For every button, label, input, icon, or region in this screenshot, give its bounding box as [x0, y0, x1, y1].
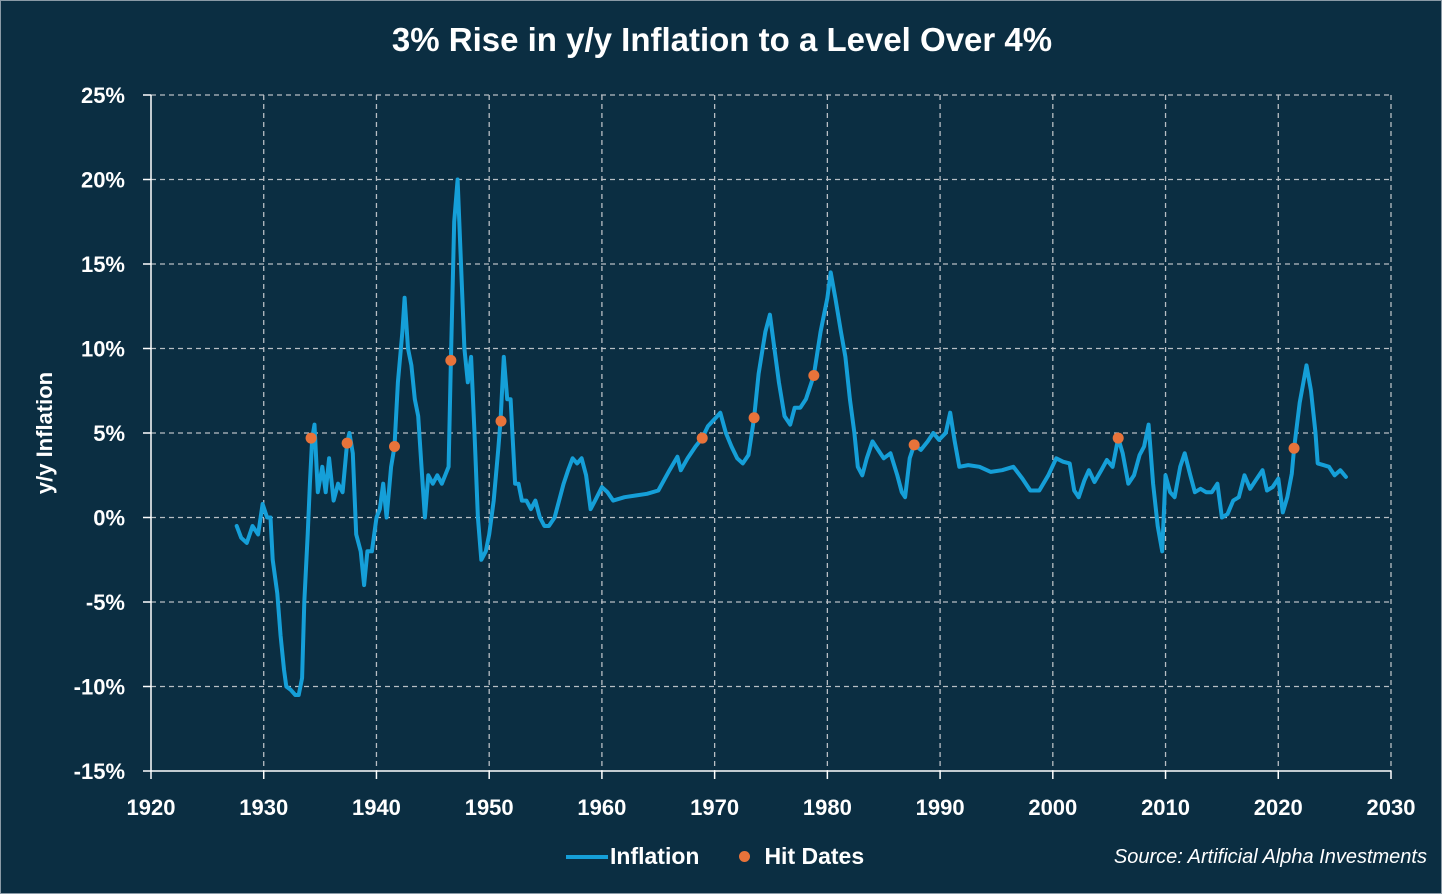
legend: Inflation Hit Dates — [566, 843, 864, 870]
inflation-line — [234, 177, 1348, 697]
legend-hit-dates-label: Hit Dates — [764, 843, 865, 869]
hit-date-point — [495, 415, 507, 427]
hit-date-point — [808, 370, 820, 382]
x-tick-label: 1930 — [239, 795, 288, 820]
source-note: Source: Artificial Alpha Investments — [1113, 846, 1427, 868]
chart-title: 3% Rise in y/y Inflation to a Level Over… — [391, 21, 1053, 58]
x-tick-label: 2000 — [1028, 795, 1077, 820]
hit-date-point — [305, 432, 317, 444]
x-tick-label: 2020 — [1254, 795, 1303, 820]
hit-date-point — [748, 412, 760, 424]
x-tick-label: 1940 — [352, 795, 401, 820]
x-tick-label: 1970 — [690, 795, 739, 820]
hit-date-point — [388, 441, 400, 453]
y-tick-label: 10% — [81, 337, 125, 362]
hit-date-point — [908, 439, 920, 451]
hit-date-point — [445, 354, 457, 366]
legend-inflation-swatch — [566, 854, 608, 859]
y-tick-label: -10% — [74, 675, 125, 700]
y-tick-label: 5% — [93, 421, 125, 446]
y-tick-label: -15% — [74, 759, 125, 784]
y-tick-label: 0% — [93, 506, 125, 531]
x-tick-label: 1980 — [803, 795, 852, 820]
hit-date-point — [1112, 432, 1124, 444]
x-tick-label: 2030 — [1367, 795, 1416, 820]
x-tick-label: 1960 — [577, 795, 626, 820]
hit-date-point — [696, 432, 708, 444]
x-tick-label: 1950 — [465, 795, 514, 820]
hit-date-point — [341, 437, 353, 449]
x-tick-label: 1920 — [127, 795, 176, 820]
x-tick-label: 2010 — [1141, 795, 1190, 820]
y-tick-label: -5% — [86, 590, 125, 615]
y-tick-label: 20% — [81, 168, 125, 193]
legend-inflation-label: Inflation — [610, 843, 700, 869]
y-tick-label: 15% — [81, 252, 125, 277]
y-tick-label: 25% — [81, 83, 125, 108]
legend-hit-dates-swatch — [739, 851, 751, 862]
hit-date-point — [1288, 442, 1300, 454]
x-tick-label: 1990 — [916, 795, 965, 820]
